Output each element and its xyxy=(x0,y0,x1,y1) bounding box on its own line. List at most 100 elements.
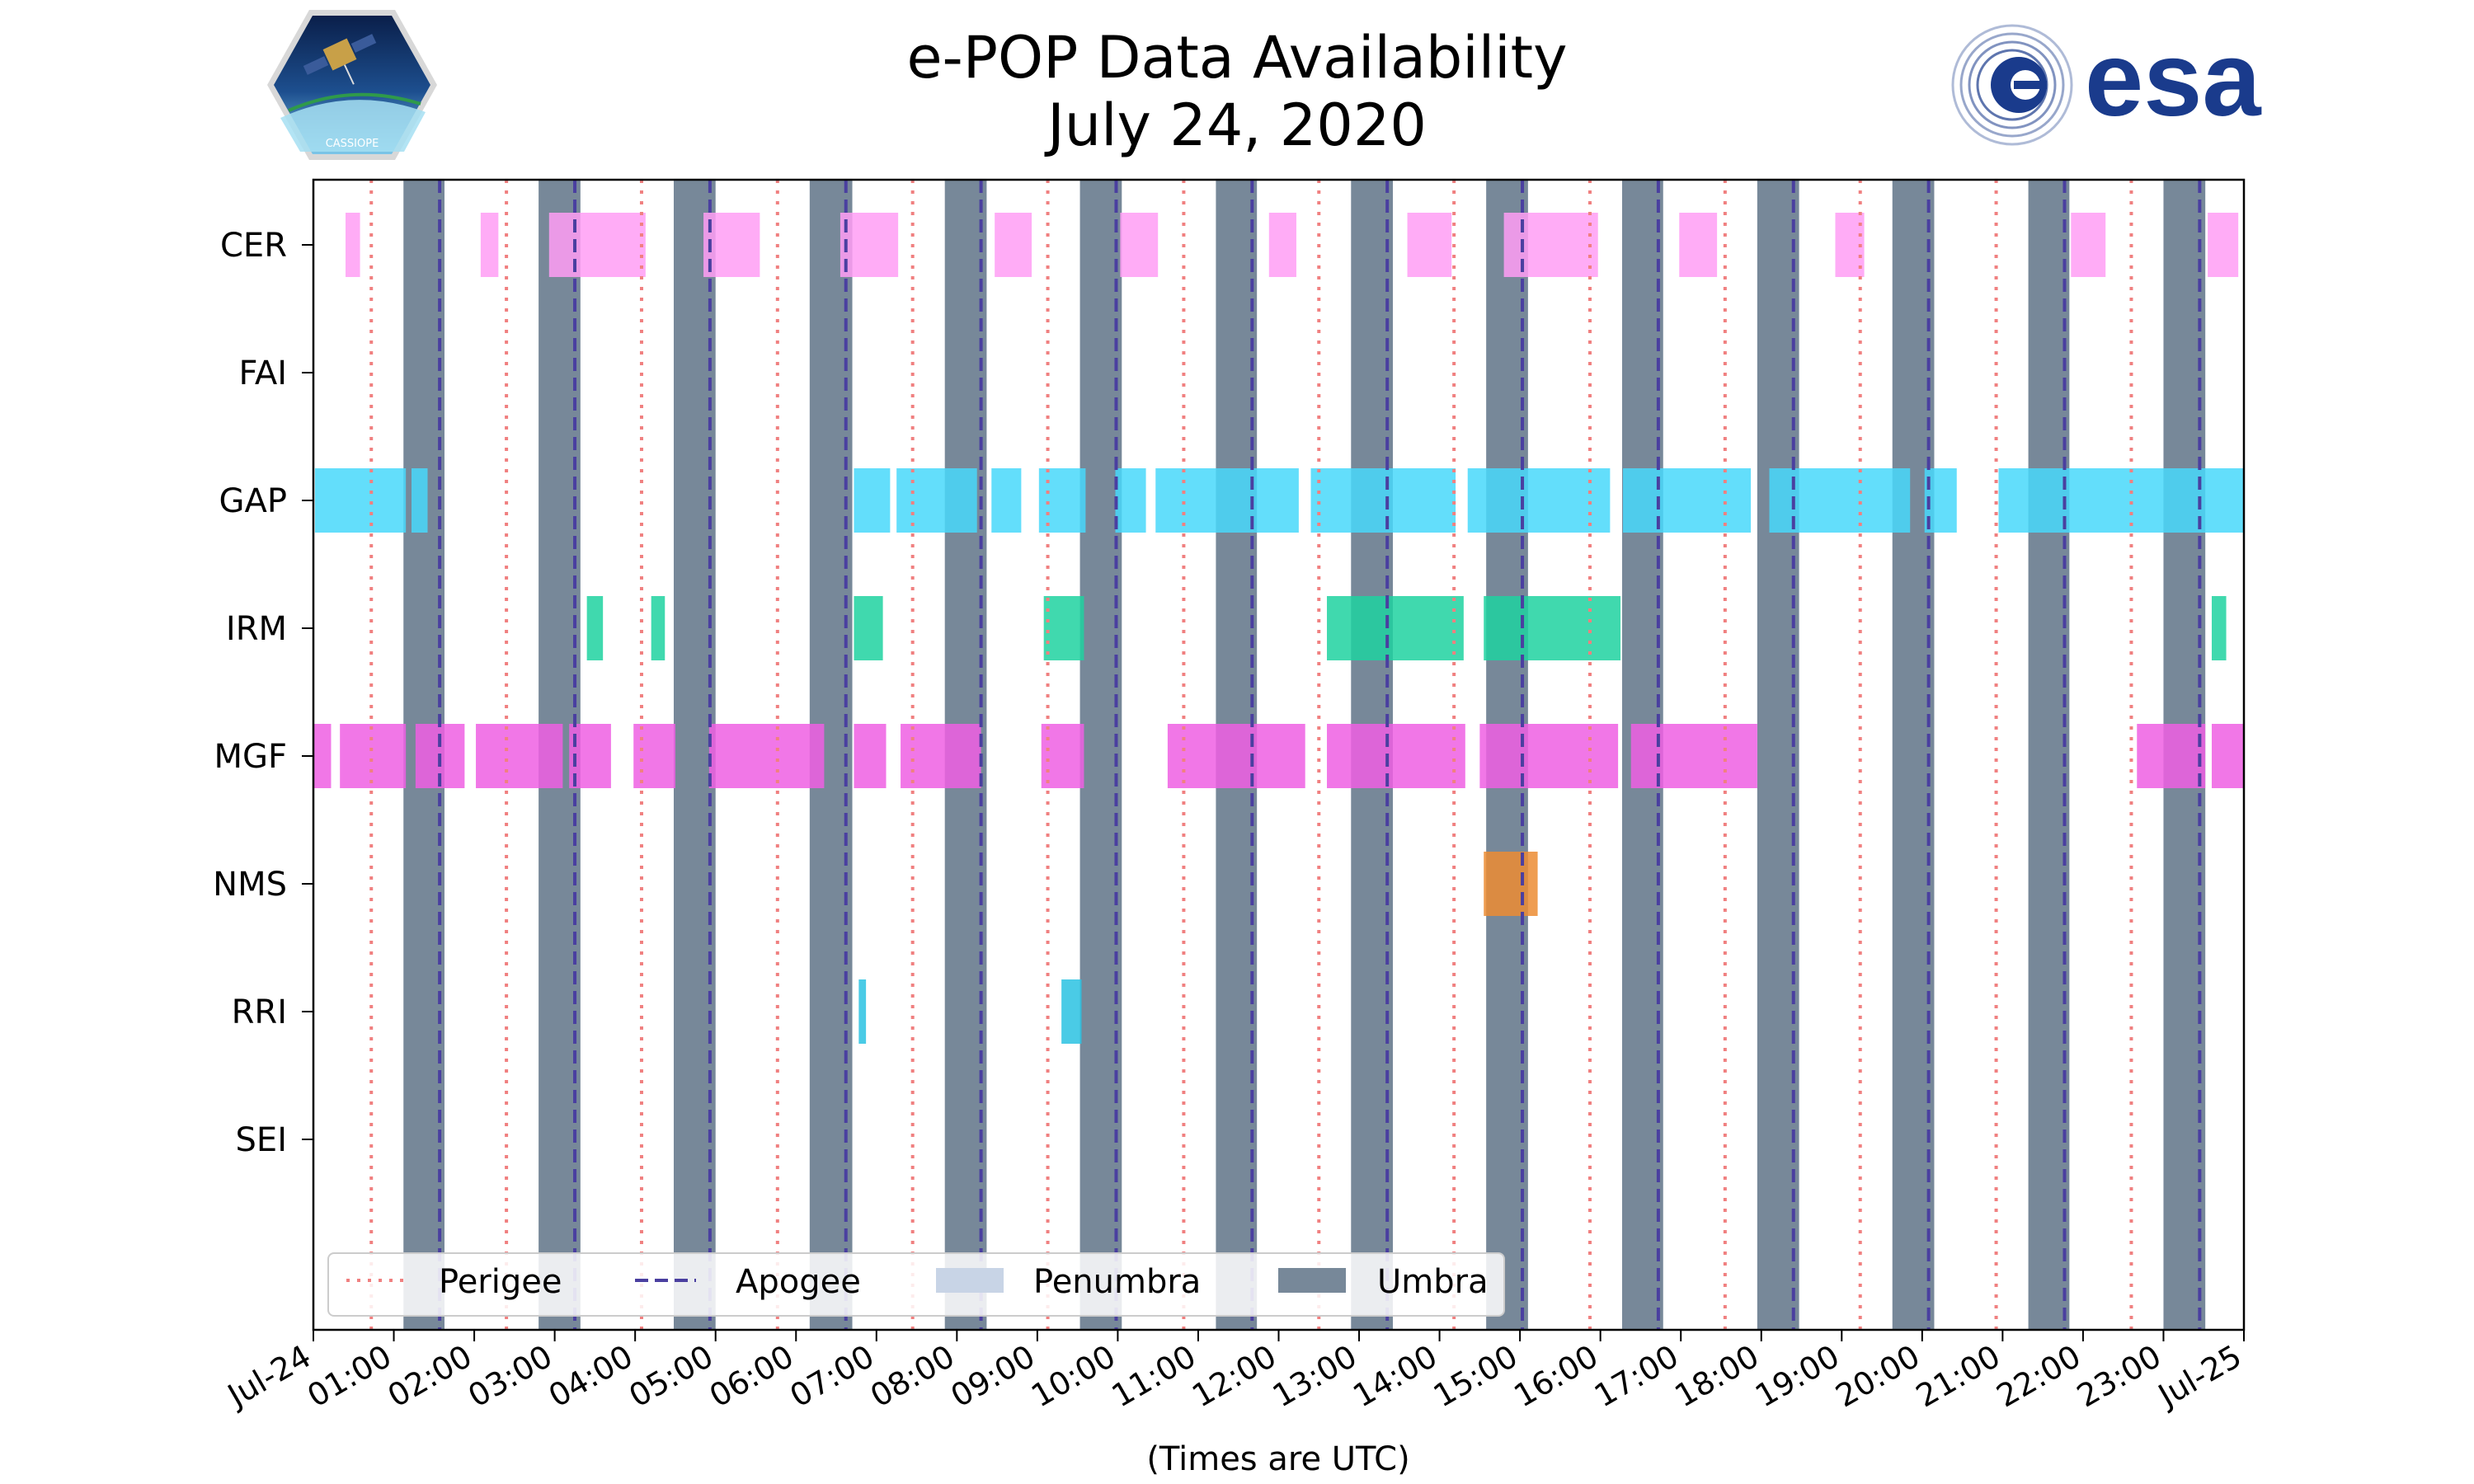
data-bar-gap xyxy=(854,468,891,533)
data-bar-cer xyxy=(1268,213,1296,277)
x-tick-label: 19:00 xyxy=(1749,1338,1846,1415)
data-bar-gap xyxy=(991,468,1022,533)
data-bar-gap xyxy=(412,468,428,533)
data-bar-cer xyxy=(703,213,760,277)
data-bar-cer xyxy=(480,213,499,277)
data-bar-mgf xyxy=(2211,724,2244,788)
data-bar-cer xyxy=(1503,213,1598,277)
x-tick-label: 10:00 xyxy=(1025,1338,1122,1415)
data-bar-gap xyxy=(1622,468,1752,533)
data-bar-irm xyxy=(854,596,883,660)
data-bar-gap xyxy=(1310,468,1456,533)
data-bar-irm xyxy=(2211,596,2227,660)
x-tick-label: 20:00 xyxy=(1829,1338,1926,1415)
legend-penumbra-label: Penumbra xyxy=(1033,1263,1201,1301)
data-bar-cer xyxy=(2071,213,2106,277)
line-layer xyxy=(369,180,2202,1330)
chart-title: e-POP Data Availability xyxy=(906,24,1568,92)
data-bar-nms xyxy=(1484,852,1538,916)
data-bar-gap xyxy=(1115,468,1146,533)
data-bar-cer xyxy=(2208,213,2239,277)
x-tick-label: 18:00 xyxy=(1668,1338,1765,1415)
x-tick-label: 04:00 xyxy=(543,1338,639,1415)
x-tick-label: 22:00 xyxy=(1991,1338,2087,1415)
legend-umbra-label: Umbra xyxy=(1377,1263,1489,1301)
esa-logo-text: esa xyxy=(2085,23,2261,139)
data-bar-mgf xyxy=(1167,724,1305,788)
esa-logo: esa xyxy=(1951,23,2261,146)
chart-subtitle: July 24, 2020 xyxy=(1047,92,1427,159)
data-bar-gap xyxy=(1038,468,1086,533)
data-bar-gap xyxy=(314,468,407,533)
data-bar-cer xyxy=(1407,213,1452,277)
x-tick-label: 23:00 xyxy=(2071,1338,2167,1415)
legend-apogee-label: Apogee xyxy=(736,1263,861,1301)
x-tick-label: 06:00 xyxy=(703,1338,800,1415)
data-bar-rri xyxy=(858,979,867,1044)
x-axis-label: (Times are UTC) xyxy=(1146,1440,1409,1478)
data-bar-irm xyxy=(586,596,604,660)
legend-umbra-swatch xyxy=(1278,1268,1346,1293)
data-bar-gap xyxy=(1467,468,1611,533)
data-bar-mgf xyxy=(313,724,332,788)
x-tick-label: 13:00 xyxy=(1267,1338,1363,1415)
data-bar-gap xyxy=(1155,468,1299,533)
y-axis: CER FAI GAP IRM MGF NMS RRI SEI xyxy=(213,227,313,1159)
data-bar-irm xyxy=(1327,596,1464,660)
x-tick-label: 21:00 xyxy=(1910,1338,2006,1415)
cassiope-logo: CASSIOPE xyxy=(267,10,437,160)
data-bar-gap xyxy=(896,468,977,533)
legend-perigee-label: Perigee xyxy=(439,1263,562,1301)
y-tick-label: SEI xyxy=(236,1121,287,1159)
cassiope-logo-text: CASSIOPE xyxy=(326,138,379,150)
data-bar-cer xyxy=(1679,213,1718,277)
data-bar-gap xyxy=(1769,468,1911,533)
data-bar-mgf xyxy=(476,724,563,788)
x-tick-label: 07:00 xyxy=(783,1338,880,1415)
y-tick-label: MGF xyxy=(214,738,287,776)
legend-box xyxy=(327,1252,1505,1317)
x-tick-label: 14:00 xyxy=(1347,1338,1443,1415)
y-tick-label: RRI xyxy=(232,993,287,1031)
y-tick-label: IRM xyxy=(226,610,287,648)
x-tick-label: 08:00 xyxy=(864,1338,961,1415)
x-tick-label: Jul-24 xyxy=(220,1338,317,1415)
data-bar-mgf xyxy=(1041,724,1084,788)
data-bar-cer xyxy=(346,213,360,277)
x-tick-label: 01:00 xyxy=(301,1338,397,1415)
x-tick-label: 17:00 xyxy=(1588,1338,1685,1415)
x-tick-label: 11:00 xyxy=(1106,1338,1202,1415)
y-tick-label: GAP xyxy=(219,482,287,520)
data-bar-mgf xyxy=(708,724,825,788)
data-bar-mgf xyxy=(340,724,407,788)
data-bar-mgf xyxy=(854,724,887,788)
data-bar-mgf xyxy=(1630,724,1757,788)
x-tick-label: 03:00 xyxy=(462,1338,558,1415)
y-tick-label: NMS xyxy=(213,866,287,904)
x-axis: Jul-2401:0002:0003:0004:0005:0006:0007:0… xyxy=(220,1330,2248,1415)
data-bar-cer xyxy=(1120,213,1159,277)
x-tick-label: 02:00 xyxy=(382,1338,478,1415)
y-tick-label: CER xyxy=(220,227,287,265)
data-bar-mgf xyxy=(1479,724,1619,788)
umbra-band xyxy=(2028,180,2070,1330)
x-tick-label: 09:00 xyxy=(945,1338,1042,1415)
data-bar-irm xyxy=(651,596,666,660)
data-bar-cer xyxy=(840,213,899,277)
data-bar-mgf xyxy=(2137,724,2206,788)
x-tick-label: 16:00 xyxy=(1507,1338,1604,1415)
bar-layer xyxy=(313,213,2244,1044)
x-tick-label: 15:00 xyxy=(1427,1338,1524,1415)
x-tick-label: 12:00 xyxy=(1186,1338,1282,1415)
data-bar-mgf xyxy=(901,724,981,788)
legend: Perigee Apogee Penumbra Umbra xyxy=(327,1252,1505,1317)
x-tick-label: Jul-25 xyxy=(2151,1338,2247,1415)
legend-penumbra-swatch xyxy=(936,1268,1004,1293)
x-tick-label: 05:00 xyxy=(623,1338,719,1415)
data-bar-irm xyxy=(1484,596,1621,660)
data-bar-gap xyxy=(1998,468,2244,533)
data-bar-rri xyxy=(1061,979,1082,1044)
data-bar-cer xyxy=(995,213,1032,277)
data-bar-cer xyxy=(548,213,646,277)
